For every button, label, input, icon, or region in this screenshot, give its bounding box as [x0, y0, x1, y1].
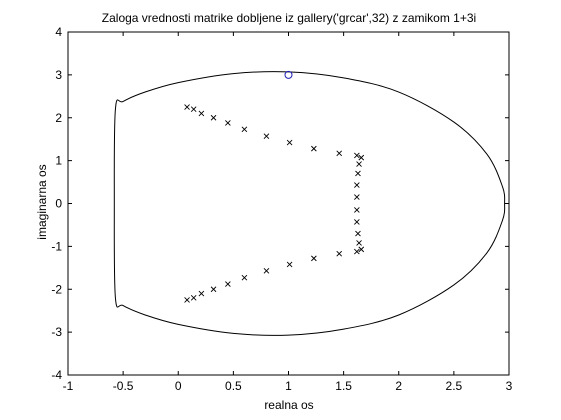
eigenvalue-marker	[311, 145, 317, 152]
eigenvalue-marker	[354, 152, 360, 159]
eigenvalue-marker	[336, 150, 343, 157]
eigenvalue-marker	[241, 274, 248, 281]
x-tick-label: 3	[506, 379, 513, 393]
eigenvalue-marker	[356, 240, 362, 246]
eigenvalue-marker	[336, 250, 343, 257]
eigenvalue-marker	[311, 255, 317, 262]
eigenvalue-marker	[210, 114, 217, 121]
x-tick-label: 0.5	[225, 379, 242, 393]
eigenvalue-marker-stroke	[354, 219, 360, 225]
y-tick-label: -1	[51, 239, 62, 253]
eigenvalue-marker-stroke	[225, 281, 231, 287]
y-tick-label: -2	[51, 282, 62, 296]
eigenvalue-marker-stroke	[311, 145, 317, 152]
eigenvalue-marker-stroke	[354, 152, 360, 159]
eigenvalue-marker	[354, 219, 360, 225]
x-tick-label: 2	[395, 379, 402, 393]
eigenvalue-marker-stroke	[311, 255, 317, 262]
eigenvalue-marker-stroke	[198, 290, 205, 297]
eigenvalue-marker-stroke	[241, 274, 248, 281]
eigenvalue-marker	[354, 207, 360, 213]
eigenvalue-marker-stroke	[358, 246, 365, 253]
eigenvalue-marker	[355, 170, 361, 177]
eigenvalue-marker-stroke	[355, 170, 361, 177]
eigenvalue-marker	[241, 126, 248, 133]
x-tick-label: 0	[175, 379, 182, 393]
eigenvalue-marker	[184, 104, 190, 110]
eigenvalue-marker-stroke	[190, 295, 197, 301]
y-axis-label: imaginarna os	[35, 164, 49, 239]
eigenvalue-marker	[190, 106, 197, 112]
eigenvalue-marker-stroke	[210, 286, 217, 293]
eigenvalue-marker-stroke	[286, 139, 293, 146]
eigenvalue-marker-stroke	[356, 161, 362, 167]
eigenvalue-marker	[198, 110, 205, 117]
eigenvalue-marker	[190, 295, 197, 301]
eigenvalue-marker-stroke	[286, 261, 293, 268]
eigenvalue-marker	[263, 133, 270, 140]
eigenvalue-marker-stroke	[198, 110, 205, 117]
eigenvalue-marker-stroke	[355, 230, 361, 237]
x-tick-label: 1.5	[335, 379, 352, 393]
eigenvalue-marker	[184, 297, 190, 303]
shift-marker	[284, 70, 293, 79]
eigenvalue-marker	[225, 120, 231, 126]
eigenvalue-marker	[355, 230, 361, 237]
y-axis-ticks: -4 -3 -2 -1 0 1 2 3 4	[51, 25, 509, 382]
y-tick-label: 4	[55, 25, 62, 39]
eigenvalue-marker	[358, 154, 365, 161]
eigenvalue-marker	[263, 267, 270, 274]
eigenvalue-marker-stroke	[354, 182, 360, 188]
eigenvalue-marker-stroke	[241, 126, 248, 133]
eigenvalue-marker-stroke	[184, 104, 190, 110]
x-tick-label: 1	[285, 379, 292, 393]
eigenvalue-marker-stroke	[210, 114, 217, 121]
eigenvalue-marker-stroke	[354, 248, 360, 255]
eigenvalue-marker	[225, 281, 231, 287]
y-tick-label: 0	[55, 197, 62, 211]
eigenvalue-marker-stroke	[358, 154, 365, 161]
eigenvalue-marker-stroke	[263, 267, 270, 274]
eigenvalue-marker	[210, 286, 217, 293]
y-tick-label: 3	[55, 68, 62, 82]
x-tick-label: 2.5	[446, 379, 463, 393]
eigenvalue-marker	[198, 290, 205, 297]
eigenvalue-marker-stroke	[225, 120, 231, 126]
x-tick-label: -0.5	[113, 379, 134, 393]
eigenvalue-marker-stroke	[190, 106, 197, 112]
eigenvalue-marker	[354, 182, 360, 188]
y-tick-label: -3	[51, 325, 62, 339]
eigenvalue-marker	[286, 261, 293, 268]
y-tick-label: 2	[55, 111, 62, 125]
eigenvalue-marker	[358, 246, 365, 253]
x-axis-label: realna os	[264, 398, 313, 412]
x-tick-label: -1	[63, 379, 74, 393]
field-of-values-boundary	[113, 71, 506, 336]
eigenvalue-marker	[354, 248, 360, 255]
eigenvalue-marker	[354, 194, 360, 200]
y-tick-label: 1	[55, 154, 62, 168]
eigenvalue-marker-stroke	[336, 250, 343, 257]
eigenvalue-marker	[286, 139, 293, 146]
eigenvalue-marker-stroke	[354, 194, 360, 200]
eigenvalue-marker-stroke	[336, 150, 343, 157]
eigenvalue-marker-stroke	[356, 240, 362, 246]
eigenvalue-marker-stroke	[263, 133, 270, 140]
x-axis-ticks: -1 -0.5 0 0.5 1 1.5 2 2.5 3	[63, 32, 513, 393]
y-tick-label: -4	[51, 368, 62, 382]
series-layer	[113, 70, 506, 336]
eigenvalue-marker	[356, 161, 362, 167]
chart-title: Zaloga vrednosti matrike dobljene iz gal…	[102, 11, 476, 25]
eigenvalue-marker-stroke	[184, 297, 190, 303]
eigenvalue-marker-stroke	[354, 207, 360, 213]
